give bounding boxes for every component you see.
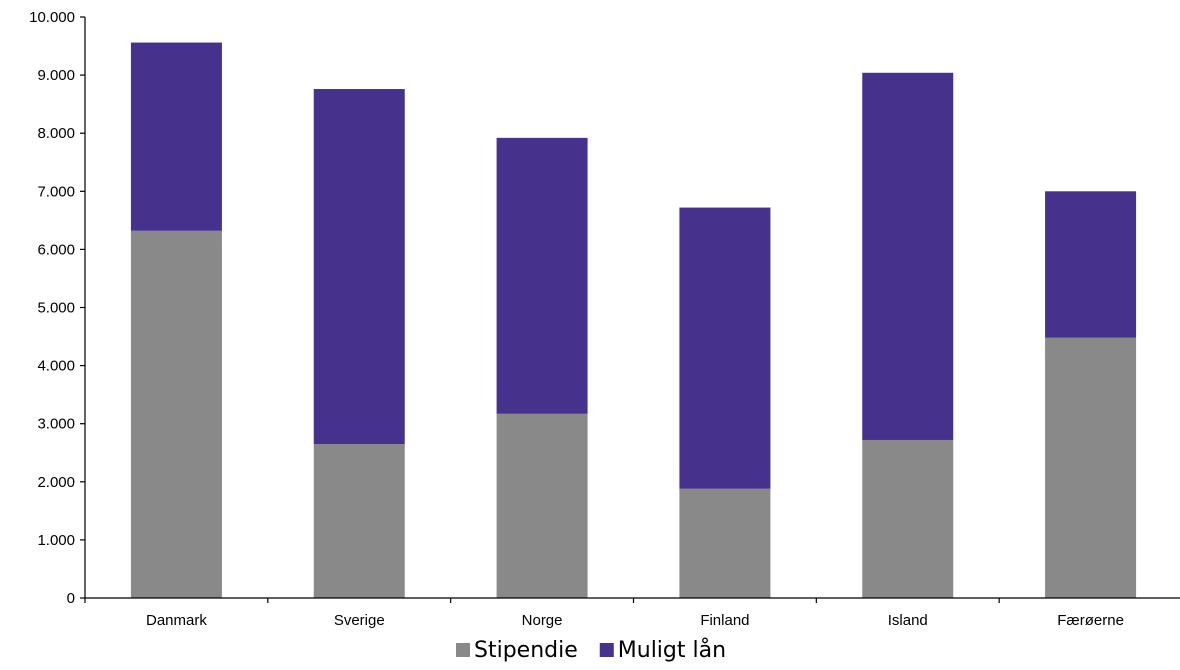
- y-tick-label: 9.000: [37, 67, 75, 84]
- y-tick-label: 7.000: [37, 183, 75, 200]
- bar-norge-stipendie: [496, 413, 588, 598]
- y-tick-label: 5.000: [37, 300, 75, 317]
- bar-sverige-stipendie: [313, 444, 405, 598]
- y-tick-label: 1.000: [37, 532, 75, 549]
- legend-label-muligt-laan: Muligt lån: [618, 637, 726, 663]
- x-tick-label: Island: [888, 612, 928, 629]
- y-tick-label: 6.000: [37, 241, 75, 258]
- x-tick-label: Sverige: [334, 612, 385, 629]
- x-tick-label: Færøerne: [1057, 612, 1124, 629]
- y-tick-label: 2.000: [37, 474, 75, 491]
- x-tick-label: Danmark: [146, 612, 207, 629]
- bars-layer: [130, 42, 1137, 598]
- bar-færøerne-stipendie: [1045, 337, 1137, 598]
- y-tick-label: 10.000: [29, 9, 75, 26]
- legend: Stipendie Muligt lån: [456, 637, 726, 663]
- y-tick-label: 0: [67, 590, 75, 607]
- bar-finland-muligt-laan: [679, 207, 771, 489]
- legend-swatch-stipendie: [456, 643, 470, 657]
- bar-sverige-muligt-laan: [313, 89, 405, 445]
- bar-island-muligt-laan: [862, 72, 954, 440]
- y-tick-label: 8.000: [37, 125, 75, 142]
- x-tick-label: Norge: [522, 612, 563, 629]
- y-tick-label: 3.000: [37, 416, 75, 433]
- y-tick-label: 4.000: [37, 358, 75, 375]
- legend-label-stipendie: Stipendie: [474, 638, 578, 663]
- bar-danmark-stipendie: [130, 230, 222, 598]
- bar-danmark-muligt-laan: [130, 42, 222, 231]
- legend-swatch-muligt-laan: [599, 643, 614, 657]
- bar-færøerne-muligt-laan: [1045, 191, 1137, 338]
- bar-norge-muligt-laan: [496, 137, 588, 414]
- x-tick-label: Finland: [700, 612, 749, 629]
- bar-finland-stipendie: [679, 488, 771, 598]
- bar-island-stipendie: [862, 439, 954, 598]
- axes-layer: 0 1.000 2.000 3.000 4.000 5.000 6.000 7.000 8.00…: [29, 9, 1180, 629]
